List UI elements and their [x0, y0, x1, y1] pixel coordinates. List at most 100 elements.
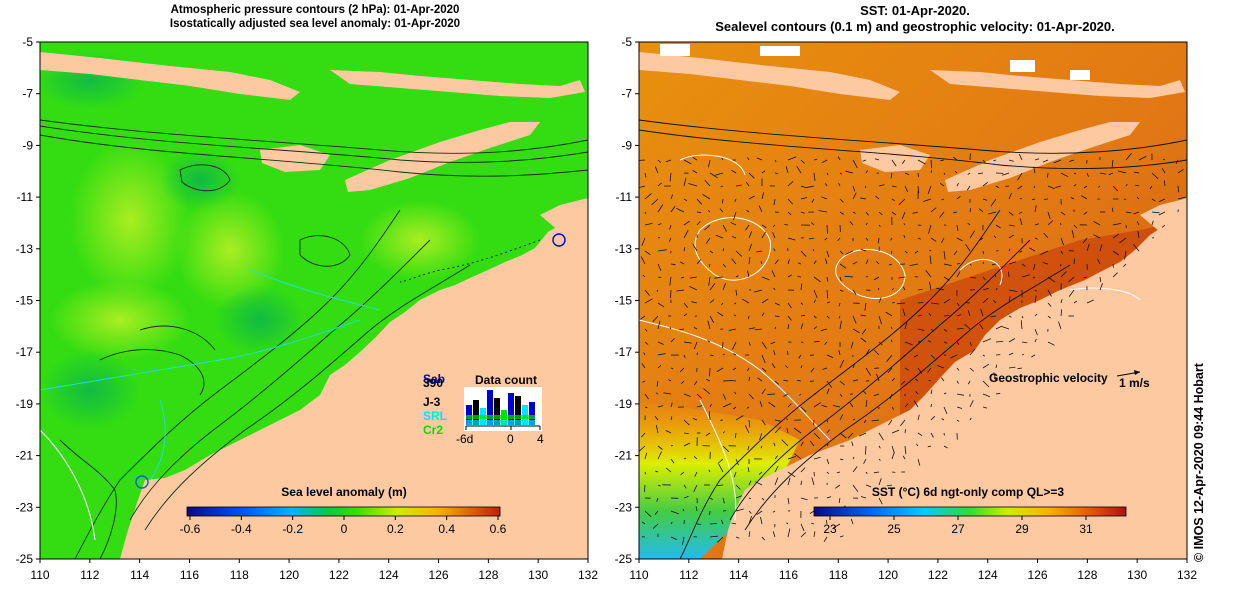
velocity-arrow: [654, 510, 659, 515]
velocity-arrow: [874, 158, 880, 161]
velocity-arrow: [731, 258, 737, 265]
sst-map[interactable]: [637, 42, 1188, 559]
velocity-arrow: [878, 445, 881, 449]
velocity-arrow: [654, 416, 659, 421]
bathymetry-contours: [639, 119, 1187, 559]
velocity-arrow: [878, 458, 881, 461]
tide-gauge-marker[interactable]: [552, 233, 566, 247]
velocity-arrow: [956, 237, 963, 242]
velocity-arrow: [917, 172, 919, 178]
velocity-arrow: [787, 259, 790, 265]
velocity-arrow: [695, 506, 698, 512]
velocity-arrow: [936, 287, 945, 291]
velocity-arrow: [644, 484, 646, 493]
velocity-arrow: [665, 467, 672, 473]
velocity-arrow: [917, 302, 924, 304]
velocity-arrow: [773, 287, 776, 291]
velocity-arrow: [709, 535, 719, 538]
velocity-arrow: [1006, 380, 1010, 382]
colorbar-tick-label: 25: [887, 522, 901, 536]
lat-tick-label: -25: [16, 552, 34, 566]
velocity-arrow: [995, 224, 1001, 229]
velocity-arrow: [744, 425, 750, 434]
lon-tick-label: 116: [779, 568, 798, 582]
imos-credit: © IMOS 12-Apr-2020 09:44 Hobart: [1192, 363, 1206, 562]
velocity-arrow: [1042, 262, 1049, 265]
velocity-arrow: [1019, 218, 1023, 226]
velocity-arrow: [1060, 309, 1063, 317]
velocity-arrow: [941, 198, 945, 201]
velocity-arrow: [852, 379, 859, 382]
velocity-arrow: [930, 159, 932, 169]
velocity-arrow: [799, 393, 802, 396]
velocity-arrow: [956, 183, 959, 187]
velocity-arrow: [683, 442, 691, 447]
velocity-arrow: [683, 484, 687, 489]
lon-tick-label: 132: [1177, 568, 1197, 582]
velocity-arrow: [670, 263, 676, 266]
velocity-arrow: [1177, 196, 1186, 200]
velocity-arrow: [800, 406, 807, 413]
velocity-arrow: [956, 380, 959, 384]
sla-map[interactable]: [35, 42, 588, 559]
velocity-arrow: [891, 288, 895, 291]
velocity-arrow: [865, 484, 872, 488]
velocity-arrow: [1047, 220, 1054, 226]
velocity-arrow: [929, 249, 932, 252]
velocity-arrow: [1135, 184, 1140, 187]
velocity-arrow: [767, 393, 776, 395]
velocity-arrow: [956, 328, 964, 330]
velocity-arrow: [849, 402, 854, 408]
velocity-arrow: [1099, 276, 1102, 282]
velocity-arrow: [1047, 315, 1051, 319]
velocity-arrow: [720, 519, 724, 525]
velocity-arrow: [657, 237, 661, 239]
velocity-arrow: [709, 367, 711, 377]
velocity-arrow: [1073, 300, 1078, 304]
velocity-arrow: [1031, 198, 1036, 201]
velocity-arrow: [824, 237, 828, 241]
velocity-arrow: [693, 341, 698, 350]
velocity-arrow: [742, 298, 750, 304]
velocity-arrow: [704, 224, 711, 231]
velocity-arrow: [708, 159, 711, 168]
velocity-arrow: [914, 250, 919, 254]
velocity-arrow: [733, 391, 737, 395]
velocity-arrow: [839, 535, 844, 538]
velocity-arrow: [876, 261, 880, 265]
colorbar-tick-label: -0.6: [180, 522, 201, 536]
sla-low-patch: [160, 150, 240, 210]
velocity-arrow: [865, 471, 868, 475]
velocity-arrow: [756, 510, 763, 515]
velocity-legend: Geostrophic velocity 1 m/s: [989, 370, 1150, 390]
velocity-arrow: [1008, 224, 1015, 227]
velocity-arrow: [746, 209, 750, 213]
velocity-arrow: [1008, 352, 1014, 356]
velocity-arrow: [917, 159, 926, 165]
sst-colorbar-gradient: [813, 506, 1127, 517]
data-count-tick: -6d: [456, 432, 473, 446]
tide-gauge-marker[interactable]: [135, 475, 149, 489]
velocity-arrow: [692, 243, 698, 252]
velocity-arrow: [679, 328, 685, 330]
colorbar-tick-label: 23: [823, 522, 837, 536]
velocity-arrow: [891, 211, 897, 216]
colorbar-tick-label: 0.6: [490, 522, 507, 536]
velocity-arrow: [683, 341, 692, 344]
lon-tick-label: 116: [180, 568, 199, 582]
velocity-arrow: [657, 159, 662, 163]
velocity-arrow: [821, 159, 828, 164]
velocity-arrow: [837, 237, 841, 242]
velocity-arrow: [734, 302, 737, 305]
velocity-arrow: [953, 250, 958, 256]
contour-lines: [40, 119, 588, 559]
velocity-arrow: [731, 169, 737, 174]
velocity-arrow: [878, 184, 885, 187]
velocity-arrow: [761, 312, 765, 317]
velocity-arrow: [683, 230, 689, 239]
velocity-arrow: [1161, 168, 1166, 174]
velocity-arrow: [826, 354, 834, 358]
velocity-arrow: [1112, 250, 1120, 256]
velocity-arrow: [859, 432, 867, 437]
velocity-arrow: [696, 221, 701, 226]
